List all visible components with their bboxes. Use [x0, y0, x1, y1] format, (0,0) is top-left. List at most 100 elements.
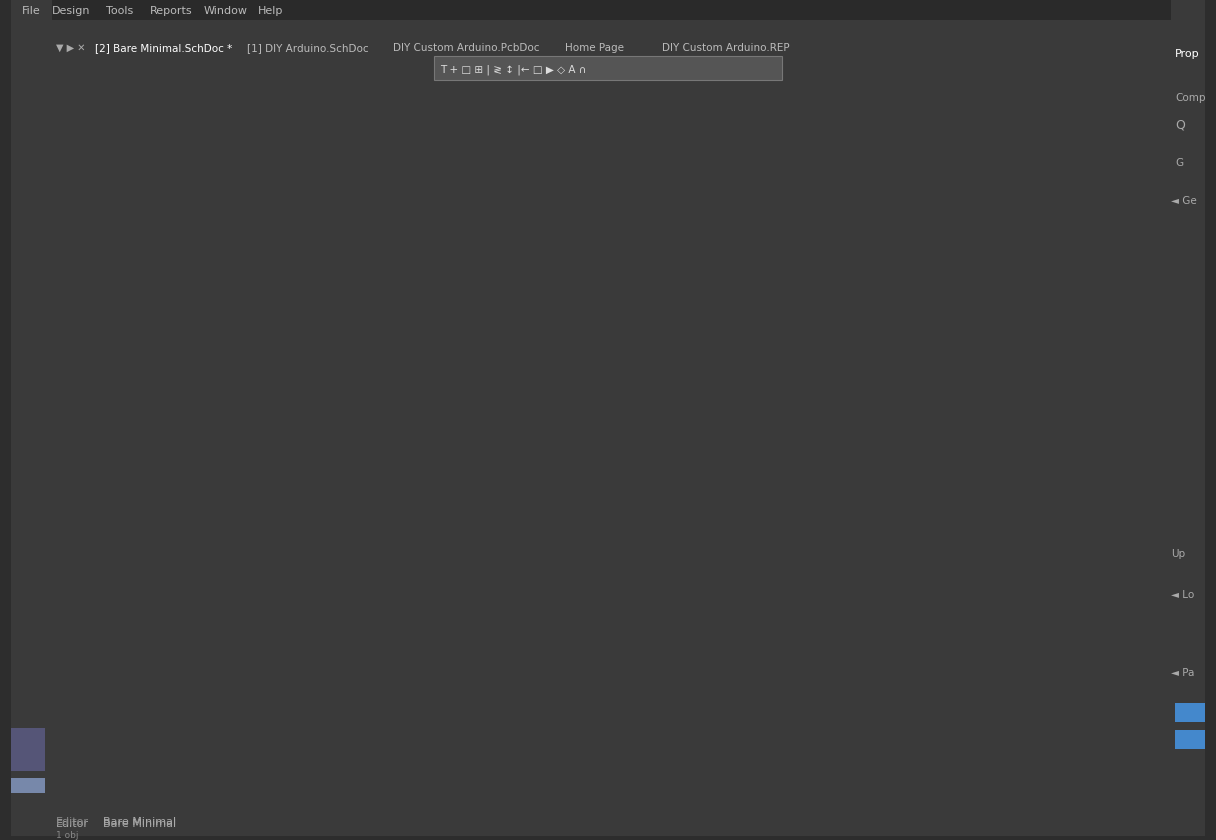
Bar — [856, 659, 903, 675]
Text: 14: 14 — [733, 471, 745, 481]
Text: PD4 (PCINT20/XCK/T0): PD4 (PCINT20/XCK/T0) — [613, 378, 722, 388]
Text: PD6 (PCINT22/OC0A/AIN0): PD6 (PCINT22/OC0A/AIN0) — [593, 409, 722, 419]
Text: 19: 19 — [733, 547, 745, 557]
Text: Y?: Y? — [908, 662, 923, 672]
Text: PB0 (PCINT0/CLKO/ICP1): PB0 (PCINT0/CLKO/ICP1) — [603, 480, 722, 491]
Text: GND: GND — [793, 638, 818, 648]
Text: (D13): (D13) — [203, 373, 230, 383]
Text: 1: 1 — [148, 424, 154, 434]
Text: PB1 (OC1A/PCINT1): PB1 (OC1A/PCINT1) — [627, 496, 722, 506]
Bar — [1171, 0, 1205, 837]
Bar — [1175, 703, 1216, 722]
Text: 24: 24 — [733, 161, 745, 171]
Text: 2: 2 — [733, 306, 739, 316]
Text: ◄ Pa: ◄ Pa — [1171, 669, 1194, 679]
Text: ATX: ATX — [787, 332, 811, 342]
Text: GND: GND — [165, 522, 192, 534]
Text: 20: 20 — [325, 203, 337, 213]
Text: GND: GND — [191, 716, 216, 726]
Bar — [11, 39, 1205, 59]
Text: Reports: Reports — [150, 6, 192, 16]
Text: Tools: Tools — [106, 6, 134, 16]
Text: ▼ ▶ ✕: ▼ ▶ ✕ — [56, 43, 85, 53]
Text: PD0 (PCINT16/RXD): PD0 (PCINT16/RXD) — [626, 315, 722, 325]
Text: PB4 (MISO/PCINT4): PB4 (MISO/PCINT4) — [629, 541, 722, 551]
Text: D?: D? — [185, 375, 201, 385]
Text: 28: 28 — [733, 224, 745, 234]
Text: 21: 21 — [325, 236, 337, 246]
Text: 6: 6 — [733, 369, 739, 379]
Text: ◄ Ge: ◄ Ge — [1171, 196, 1197, 206]
Text: T + □ ⊞ | ≷ ↕ |← □ ▶ ◇ A ∩: T + □ ⊞ | ≷ ↕ |← □ ▶ ◇ A ∩ — [440, 65, 586, 75]
Text: GND: GND — [405, 638, 429, 648]
Text: PWM5: PWM5 — [787, 394, 826, 403]
Text: 4: 4 — [733, 338, 739, 348]
Text: 18: 18 — [733, 532, 745, 542]
Text: 7: 7 — [300, 155, 308, 165]
Text: 8: 8 — [331, 621, 337, 631]
Text: Window: Window — [204, 6, 248, 16]
Text: C1: C1 — [1020, 669, 1036, 680]
Bar — [11, 812, 1205, 837]
Text: Comp: Comp — [1175, 92, 1205, 102]
Text: PWM9: PWM9 — [787, 496, 827, 506]
Text: 16MHz Crystal: 16MHz Crystal — [928, 662, 1008, 672]
Text: PWM11: PWM11 — [787, 526, 834, 536]
Text: GND: GND — [1064, 619, 1093, 633]
Text: PD3 (PCINT19/OC2B/INT1): PD3 (PCINT19/OC2B/INT1) — [595, 362, 722, 372]
Text: U?: U? — [409, 118, 426, 131]
Bar — [11, 19, 1205, 39]
Text: PC4 (ADC4/SDA/PCINT12): PC4 (ADC4/SDA/PCINT12) — [597, 218, 722, 228]
Text: PC3 (ADC3/PCINT11): PC3 (ADC3/PCINT11) — [621, 202, 722, 213]
Text: GND: GND — [405, 621, 429, 631]
Bar — [434, 56, 782, 81]
Bar — [395, 142, 732, 678]
Bar — [11, 0, 1205, 19]
Text: 5V: 5V — [302, 105, 320, 118]
Text: Design: Design — [52, 6, 90, 16]
Text: 23: 23 — [733, 146, 745, 156]
Text: (R13): (R13) — [201, 297, 227, 306]
Text: PB5 (SCK/PCINT5): PB5 (SCK/PCINT5) — [635, 557, 722, 566]
Text: D13: D13 — [163, 249, 188, 261]
Text: 3: 3 — [733, 323, 739, 333]
Text: 5: 5 — [733, 353, 739, 363]
Bar — [11, 811, 1205, 837]
Text: 1: 1 — [844, 670, 850, 680]
Text: ◄ Lo: ◄ Lo — [1171, 591, 1194, 601]
Text: PB7 (PCINT7/XTAL2/TOSC2): PB7 (PCINT7/XTAL2/TOSC2) — [589, 638, 722, 648]
Text: 22: 22 — [323, 638, 337, 648]
Text: DIY Custom Arduino.PcbDoc: DIY Custom Arduino.PcbDoc — [393, 43, 540, 53]
Text: [1] DIY Arduino.SchDoc: [1] DIY Arduino.SchDoc — [247, 43, 368, 53]
Text: ARX: ARX — [787, 315, 814, 325]
Text: Prop: Prop — [1175, 50, 1200, 60]
Text: PD2 (PCINT18/INT0): PD2 (PCINT18/INT0) — [625, 347, 722, 357]
Text: 17: 17 — [733, 517, 745, 527]
Text: PC5 (ADC5/SCL/PCINT13): PC5 (ADC5/SCL/PCINT13) — [599, 234, 722, 244]
Text: ATmega328P-PN: ATmega328P-PN — [512, 683, 615, 696]
Text: R?: R? — [185, 297, 199, 307]
Bar — [11, 778, 45, 793]
Text: Editor: Editor — [56, 819, 89, 829]
Text: Up: Up — [1171, 549, 1184, 559]
Text: 15: 15 — [733, 486, 745, 496]
Text: G: G — [1175, 158, 1183, 168]
Text: PC6 (PCINT14/RESET): PC6 (PCINT14/RESET) — [617, 250, 722, 260]
Text: Bare Minimal: Bare Minimal — [103, 819, 176, 829]
Text: C2: C2 — [1020, 678, 1036, 688]
Text: Editor: Editor — [56, 817, 89, 827]
Text: PC2 (ADC2/PCINT10): PC2 (ADC2/PCINT10) — [620, 186, 722, 197]
Text: [2] Bare Minimal.SchDoc *: [2] Bare Minimal.SchDoc * — [95, 43, 232, 53]
Text: PD1 (PCINT17/TXD): PD1 (PCINT17/TXD) — [627, 332, 722, 342]
Text: File: File — [22, 6, 40, 16]
Text: PWM10: PWM10 — [787, 511, 834, 521]
Text: Q: Q — [1175, 118, 1184, 131]
Text: D13: D13 — [863, 510, 889, 523]
Text: PWM3: PWM3 — [787, 362, 826, 372]
Text: PB2 (SS/OC1B/PCINT2): PB2 (SS/OC1B/PCINT2) — [612, 511, 722, 521]
Text: 2: 2 — [147, 391, 154, 402]
Bar — [11, 0, 52, 837]
Text: 12: 12 — [733, 400, 745, 409]
Text: PC0 (ADC0/PCINT8): PC0 (ADC0/PCINT8) — [627, 155, 722, 165]
Text: 1 obj: 1 obj — [56, 831, 79, 840]
